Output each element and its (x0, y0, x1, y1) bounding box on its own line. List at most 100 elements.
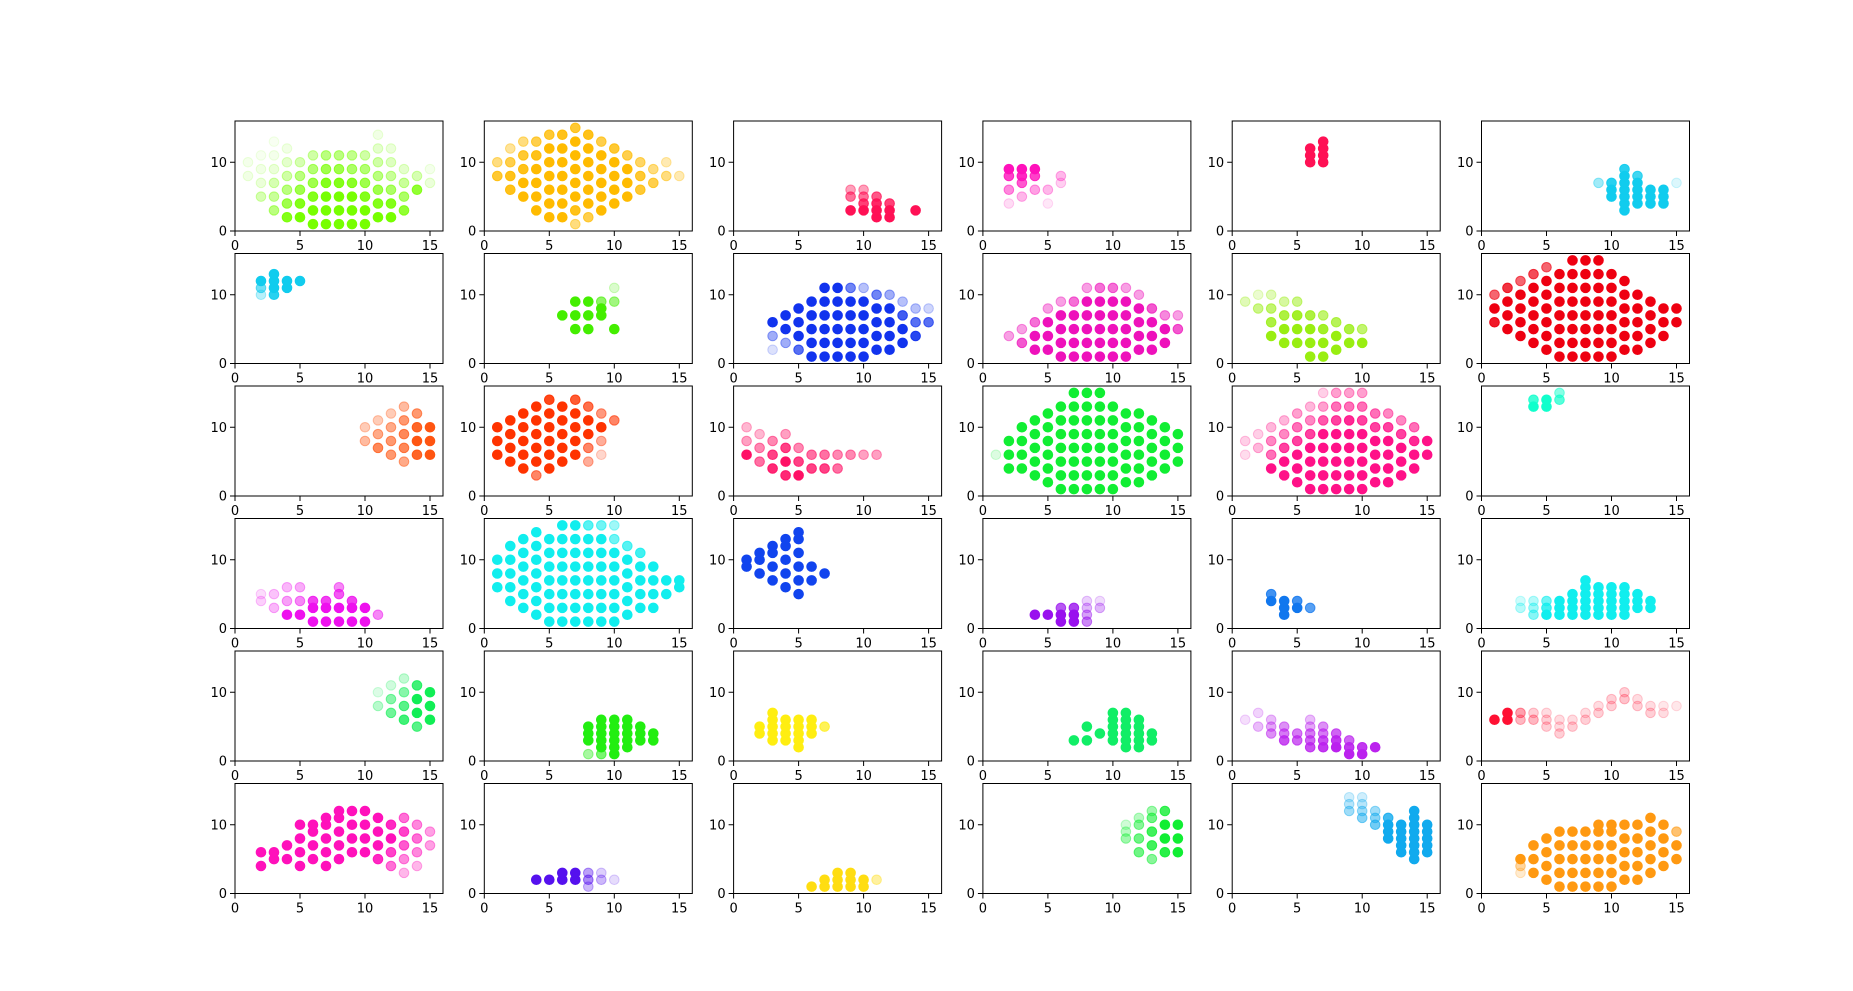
data-point (583, 442, 594, 454)
data-point (806, 561, 817, 572)
data-point (845, 351, 856, 362)
data-point (1671, 700, 1682, 712)
data-point (294, 846, 306, 858)
data-point (1343, 428, 1355, 440)
data-point (268, 163, 280, 175)
data-point (1291, 595, 1303, 607)
data-point (518, 561, 529, 572)
data-point (1528, 595, 1539, 607)
data-point (531, 205, 542, 216)
y-tick-label: 0 (1465, 490, 1473, 505)
data-point (372, 812, 384, 824)
data-point (648, 602, 659, 614)
x-tick-label: 10 (606, 504, 623, 519)
data-point (596, 136, 607, 147)
data-point (1645, 867, 1656, 879)
data-point (780, 581, 791, 593)
data-point (1619, 693, 1630, 705)
x-tick-label: 10 (606, 902, 623, 917)
data-point (1356, 805, 1368, 817)
data-point (424, 449, 436, 461)
subplot-5-3: 0 5 10 15 0 10 (709, 650, 943, 784)
x-tick-label: 0 (480, 372, 488, 387)
data-point (767, 707, 778, 719)
data-point (1094, 387, 1106, 399)
data-point (1120, 826, 1132, 837)
data-point (1330, 728, 1342, 739)
data-point (372, 143, 384, 154)
data-point (333, 205, 345, 216)
data-point (1094, 296, 1106, 307)
x-tick-label: 5 (794, 769, 802, 784)
data-point (583, 588, 594, 600)
data-point (1107, 415, 1119, 426)
data-point (661, 170, 672, 182)
data-point (359, 421, 371, 433)
data-point (518, 533, 529, 545)
data-point (819, 296, 830, 307)
data-point (1382, 449, 1394, 461)
data-point (1278, 310, 1290, 321)
data-point (1421, 435, 1433, 447)
data-point (557, 129, 568, 141)
x-tick-label: 5 (1293, 637, 1301, 652)
data-point (1120, 408, 1132, 419)
data-point (570, 533, 581, 545)
data-point (1541, 344, 1552, 356)
data-point (1502, 296, 1513, 307)
data-point (806, 881, 817, 892)
x-tick-label: 10 (606, 372, 623, 387)
data-point (609, 533, 620, 545)
axes-frame (234, 650, 444, 762)
data-point (806, 351, 817, 362)
data-point (1146, 303, 1158, 314)
data-point (1593, 337, 1604, 349)
data-point (294, 198, 306, 209)
data-point (1003, 449, 1015, 461)
y-tick-label: 10 (210, 156, 227, 171)
data-point (424, 421, 436, 433)
data-point (1593, 700, 1604, 712)
data-point (1619, 303, 1630, 314)
data-point (1619, 686, 1630, 698)
x-tick-label: 5 (1542, 504, 1550, 519)
data-point (372, 840, 384, 851)
subplot-2-1: 0 5 10 15 0 10 (210, 253, 444, 387)
data-point (1369, 449, 1381, 461)
data-point (609, 296, 620, 307)
y-tick-label: 0 (1216, 225, 1224, 240)
data-point (1606, 323, 1617, 335)
data-point (1094, 351, 1106, 362)
x-tick-label: 15 (1668, 504, 1685, 519)
data-point (1356, 791, 1368, 803)
data-point (583, 547, 594, 559)
y-tick-label: 0 (967, 490, 975, 505)
data-point (1330, 330, 1342, 342)
x-tick-label: 15 (1668, 372, 1685, 387)
data-point (583, 867, 594, 879)
data-point (398, 415, 410, 426)
data-point (767, 316, 778, 328)
data-point (754, 442, 765, 454)
data-point (255, 588, 267, 600)
data-point (1239, 296, 1251, 307)
data-point (1541, 721, 1552, 732)
data-point (754, 456, 765, 467)
data-point (1541, 275, 1552, 287)
x-tick-label: 0 (729, 504, 737, 519)
data-point (1317, 428, 1329, 440)
data-point (492, 568, 503, 579)
data-point (346, 846, 358, 858)
data-point (333, 826, 345, 837)
subplot-3-4: 0 5 10 15 0 10 (958, 385, 1192, 519)
data-point (333, 177, 345, 189)
data-point (1317, 415, 1329, 426)
y-tick-label: 0 (219, 887, 227, 902)
x-tick-label: 5 (1044, 637, 1052, 652)
data-point (1003, 435, 1015, 447)
y-tick-label: 10 (210, 421, 227, 436)
data-point (1042, 609, 1054, 621)
data-point (268, 177, 280, 189)
x-tick-label: 10 (1354, 769, 1371, 784)
data-point (884, 289, 895, 301)
